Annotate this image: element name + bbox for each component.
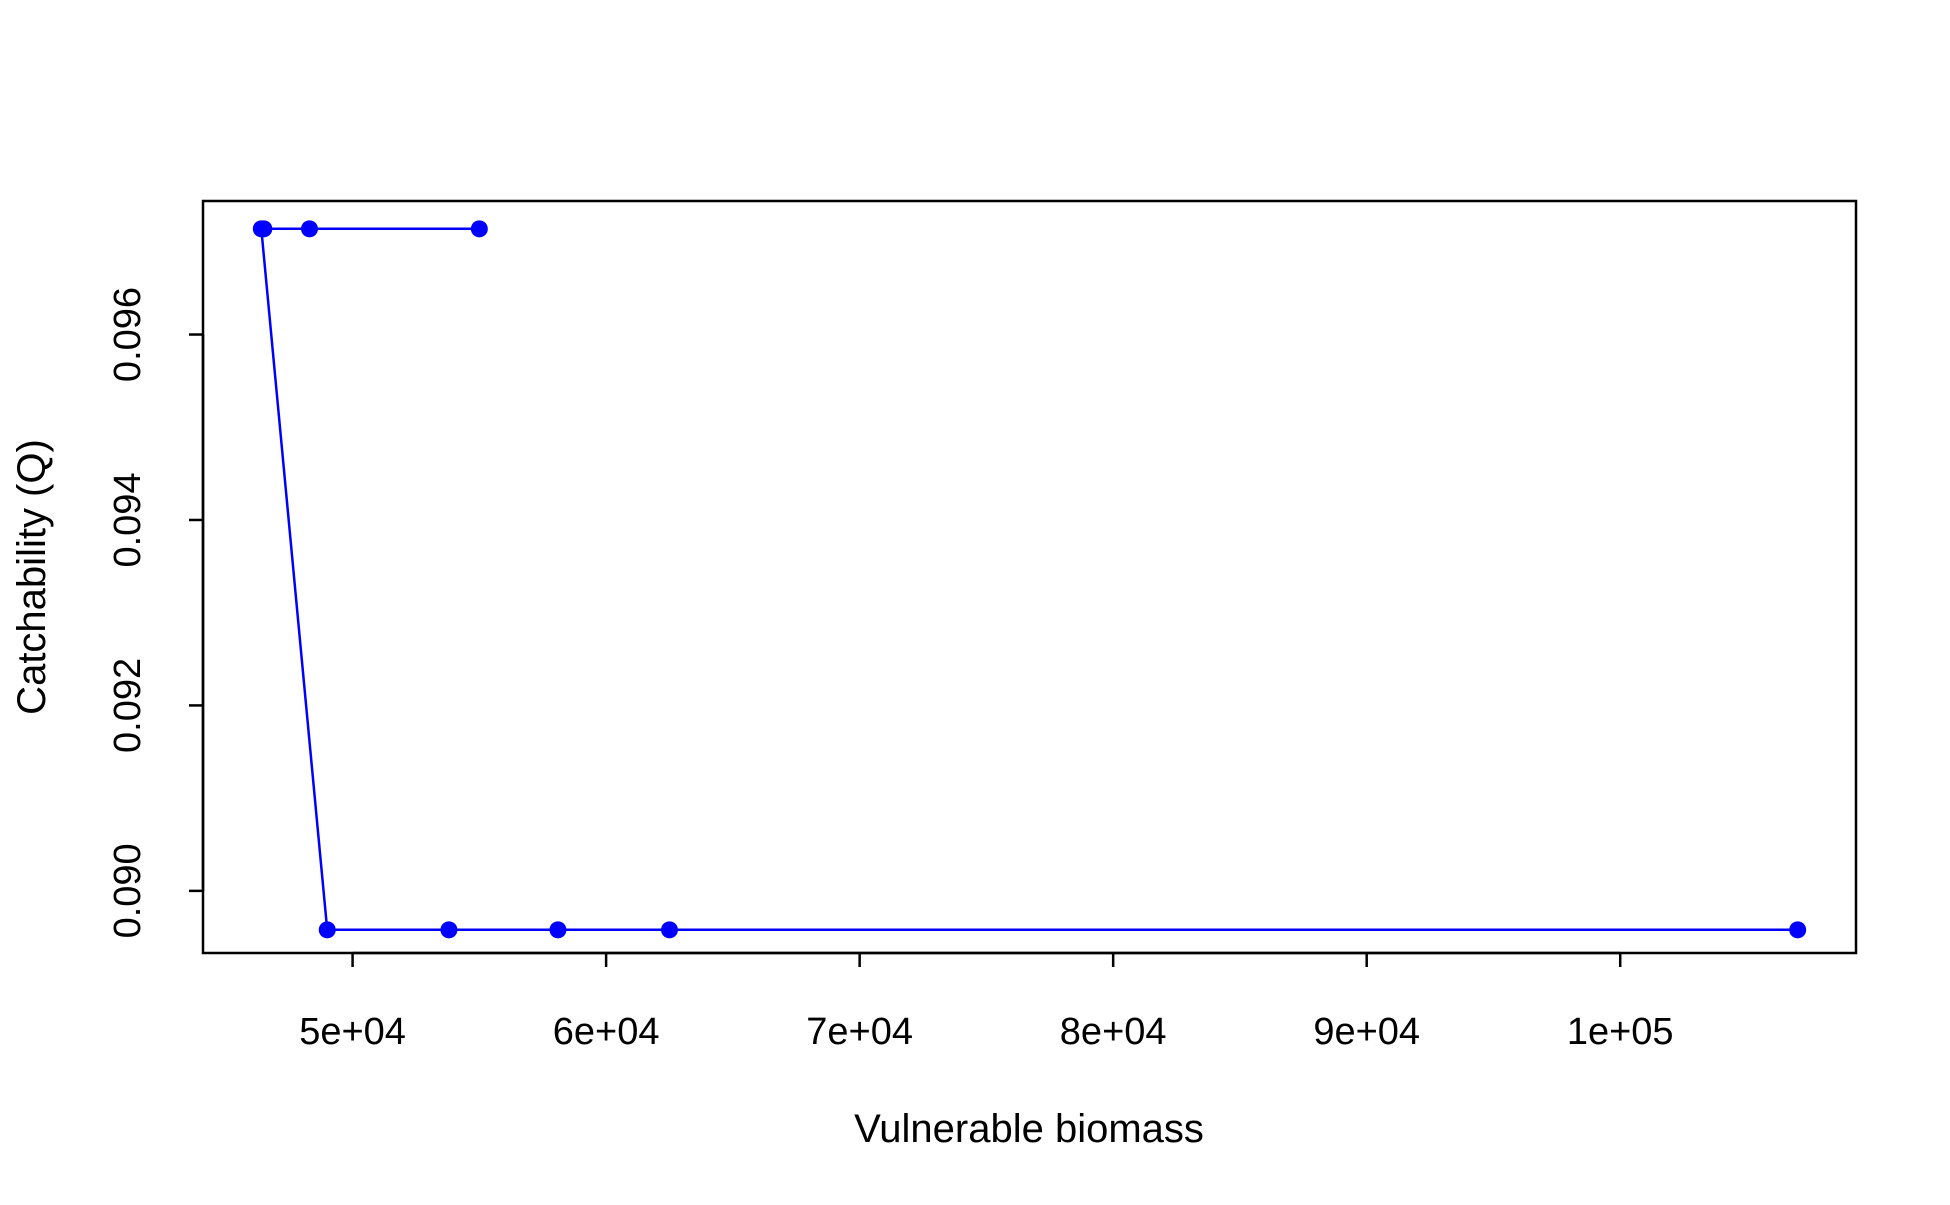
- y-tick-label: 0.094: [107, 472, 149, 567]
- y-axis: 0.090 0.092 0.094 0.096: [107, 287, 205, 938]
- series-layer: [252, 220, 1807, 939]
- y-tick-label: 0.090: [107, 843, 149, 938]
- x-tick-label: 7e+04: [806, 1011, 913, 1053]
- y-axis-title: Catchability (Q): [10, 439, 54, 715]
- x-tick-label: 6e+04: [553, 1011, 660, 1053]
- data-point: [660, 921, 678, 939]
- x-tick-label: 5e+04: [299, 1011, 406, 1053]
- data-point: [470, 220, 488, 238]
- data-point: [252, 220, 270, 238]
- y-tick-label: 0.096: [107, 287, 149, 382]
- series-line: [259, 227, 1798, 932]
- x-axis-title: Vulnerable biomass: [854, 1107, 1204, 1151]
- y-tick-label: 0.092: [107, 658, 149, 753]
- data-point: [1789, 921, 1807, 939]
- data-point: [318, 921, 336, 939]
- x-tick-label: 1e+05: [1567, 1011, 1674, 1053]
- data-point: [440, 921, 458, 939]
- x-tick-label: 9e+04: [1313, 1011, 1420, 1053]
- x-axis: 5e+04 6e+04 7e+04 8e+04 9e+04 1e+05: [299, 951, 1674, 1053]
- plot-frame: [201, 199, 1858, 955]
- data-point: [300, 220, 318, 238]
- x-tick-label: 8e+04: [1060, 1011, 1167, 1053]
- data-point: [549, 921, 567, 939]
